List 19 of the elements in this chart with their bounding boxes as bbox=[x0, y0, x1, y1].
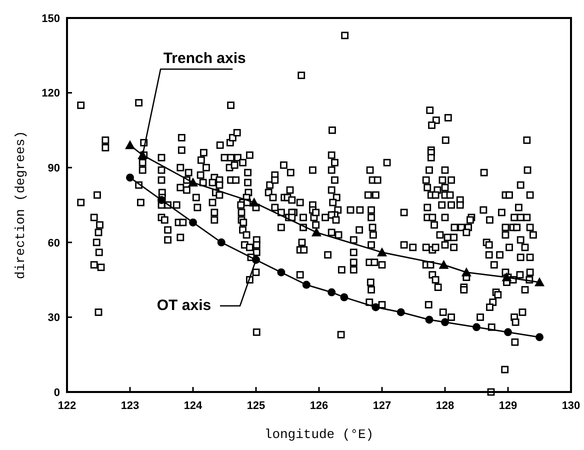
x-tick-label: 125 bbox=[246, 400, 266, 412]
y-axis-title: direction (degrees) bbox=[13, 130, 28, 280]
y-tick-label: 120 bbox=[42, 88, 60, 100]
y-tick-label: 0 bbox=[54, 386, 60, 399]
x-axis-title: longitude (°E) bbox=[264, 427, 374, 442]
y-tick-label: 60 bbox=[48, 237, 60, 250]
text: Trench axis bbox=[163, 50, 246, 68]
x-tick-label: 127 bbox=[372, 400, 392, 412]
x-tick-label: 129 bbox=[498, 400, 518, 412]
x-tick-label: 128 bbox=[436, 400, 454, 412]
x-tick-label: 124 bbox=[184, 400, 204, 412]
y-tick-label: 150 bbox=[42, 12, 60, 25]
text: OT axis bbox=[156, 296, 212, 314]
x-tick-label: 126 bbox=[310, 400, 328, 412]
y-tick-label: 90 bbox=[48, 162, 60, 174]
x-tick-label: 122 bbox=[58, 400, 76, 412]
x-tick-label: 130 bbox=[562, 400, 580, 412]
y-tick-label: 30 bbox=[48, 312, 60, 324]
x-tick-label: 123 bbox=[120, 400, 140, 412]
